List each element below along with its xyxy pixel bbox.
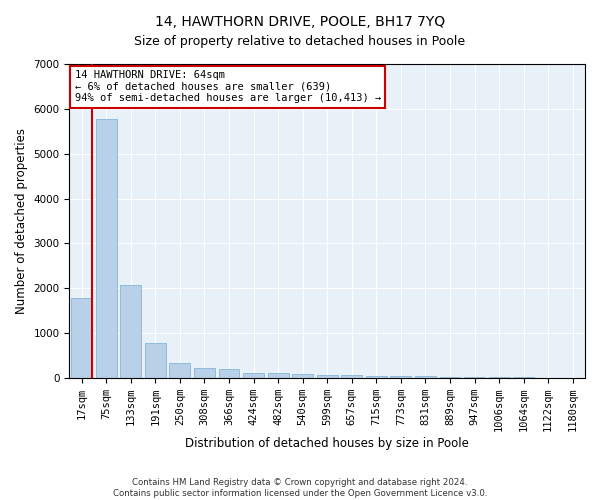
Bar <box>145 342 166 378</box>
Bar <box>121 284 141 378</box>
Bar <box>218 370 239 378</box>
Bar <box>292 374 313 378</box>
Bar <box>440 377 460 378</box>
Text: 14, HAWTHORN DRIVE, POOLE, BH17 7YQ: 14, HAWTHORN DRIVE, POOLE, BH17 7YQ <box>155 15 445 29</box>
Bar <box>341 376 362 378</box>
Text: Contains HM Land Registry data © Crown copyright and database right 2024.
Contai: Contains HM Land Registry data © Crown c… <box>113 478 487 498</box>
Bar <box>194 368 215 378</box>
Text: 14 HAWTHORN DRIVE: 64sqm
← 6% of detached houses are smaller (639)
94% of semi-d: 14 HAWTHORN DRIVE: 64sqm ← 6% of detache… <box>74 70 381 104</box>
Bar <box>71 298 92 378</box>
Text: Size of property relative to detached houses in Poole: Size of property relative to detached ho… <box>134 35 466 48</box>
X-axis label: Distribution of detached houses by size in Poole: Distribution of detached houses by size … <box>185 437 469 450</box>
Bar <box>415 376 436 378</box>
Bar <box>268 374 289 378</box>
Bar <box>169 362 190 378</box>
Bar <box>464 377 485 378</box>
Bar <box>317 374 338 378</box>
Y-axis label: Number of detached properties: Number of detached properties <box>15 128 28 314</box>
Bar <box>243 372 264 378</box>
Bar <box>96 118 116 378</box>
Bar <box>366 376 387 378</box>
Bar <box>391 376 411 378</box>
